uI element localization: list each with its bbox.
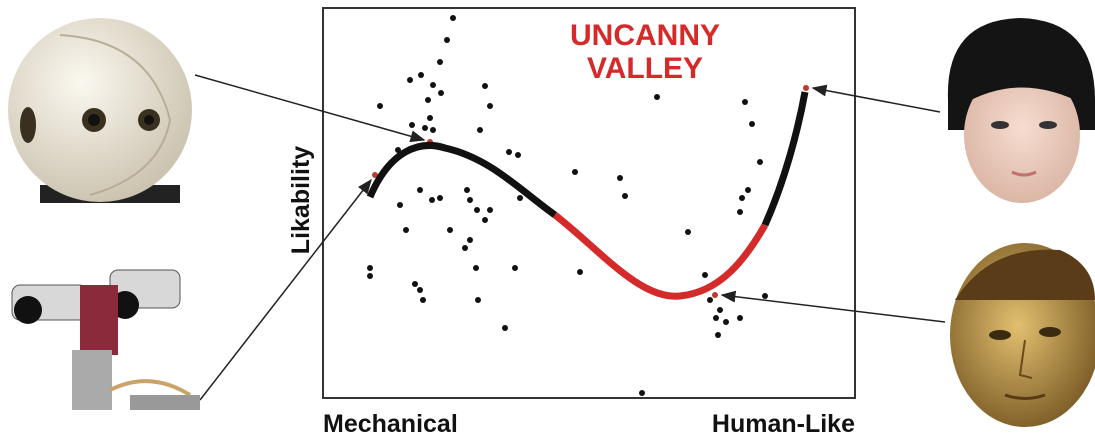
y-axis-label: Likability (287, 146, 315, 254)
title-line: UNCANNY (570, 19, 720, 52)
android-face-image (948, 18, 1095, 203)
highlight-dots (372, 85, 809, 298)
curve-climb (765, 92, 805, 225)
curve-valley (555, 215, 765, 296)
x-left-label: Mechanical (323, 410, 458, 435)
figure: UNCANNY VALLEY Likability Mechanical Hum… (0, 0, 1095, 435)
x-right-label: Human-Like (712, 410, 855, 435)
robot-camera-image (12, 270, 200, 410)
title-line: VALLEY (587, 52, 703, 85)
robot-sphere-image (8, 18, 192, 203)
scatter-dots (367, 15, 768, 396)
realistic-face-image (950, 243, 1095, 427)
